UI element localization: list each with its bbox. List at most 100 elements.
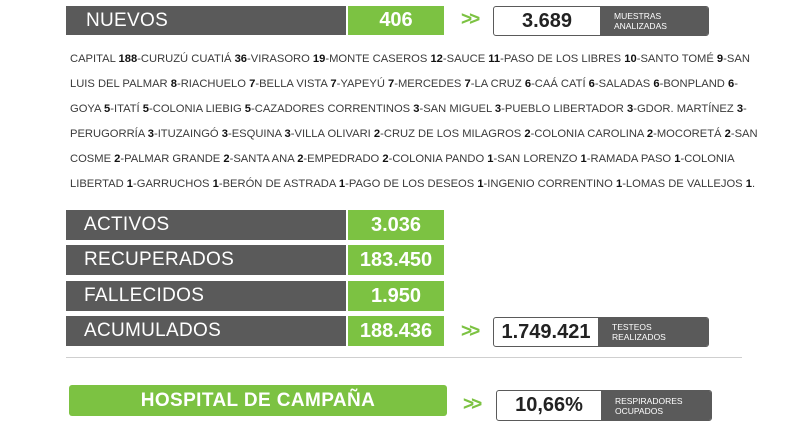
locality-name: PAGO DE LOS DESEOS xyxy=(348,178,475,190)
locality-count: 3 xyxy=(147,128,154,140)
locality-name: COLONIA PANDO xyxy=(392,153,485,165)
muestras-value: 3.689 xyxy=(521,9,573,32)
locality-name: EMPEDRADO xyxy=(307,153,380,165)
locality-count: 2 xyxy=(524,128,531,140)
locality-count: 9 xyxy=(716,53,724,65)
locality-count: 1 xyxy=(212,178,219,190)
locality-item: CAÁ CATÍ 6 xyxy=(535,78,595,90)
locality-count: 2 xyxy=(724,128,731,140)
locality-count: 1 xyxy=(674,153,681,165)
locality-count: 1 xyxy=(338,178,346,190)
stat-label-bar: FALLECIDOS xyxy=(66,281,346,311)
locality-name: BERÓN DE ASTRADA xyxy=(222,178,336,190)
locality-item: EMPEDRADO 2 xyxy=(307,153,388,165)
stat-label: ACUMULADOS xyxy=(84,320,222,341)
locality-name: ESQUINA xyxy=(231,128,282,140)
divider xyxy=(66,357,742,358)
locality-count: 6 xyxy=(588,78,595,90)
locality-item: LOMAS DE VALLEJOS 1 xyxy=(626,178,752,190)
locality-item: ITUZAINGÓ 3 xyxy=(158,128,228,140)
locality-item: CURUZÚ CUATIÁ 36 xyxy=(141,53,247,65)
locality-name: PALMAR GRANDE xyxy=(124,153,221,165)
locality-name: PUEBLO LIBERTADOR xyxy=(504,103,624,115)
locality-count: 7 xyxy=(464,78,471,90)
locality-name: CAÁ CATÍ xyxy=(534,78,586,90)
locality-name: ITUZAINGÓ xyxy=(157,128,219,140)
locality-item: SAN LORENZO 1 xyxy=(497,153,587,165)
locality-count: 36 xyxy=(234,53,248,65)
locality-count: 5 xyxy=(244,103,251,115)
locality-name: VILLA OLIVARI xyxy=(294,128,371,140)
locality-name: MERCEDES xyxy=(397,78,462,90)
locality-count: 1 xyxy=(477,178,484,190)
nuevos-value: 406 xyxy=(379,9,413,31)
locality-name: CRUZ DE LOS MILAGROS xyxy=(383,128,522,140)
locality-count: 10 xyxy=(624,53,637,65)
locality-count: 188 xyxy=(118,53,138,65)
locality-name: CAPITAL xyxy=(70,53,116,65)
stat-value: 183.450 xyxy=(359,248,433,271)
locality-item: INGENIO CORRENTINO 1 xyxy=(487,178,622,190)
locality-item: PERUGORRÍA 3 xyxy=(70,128,154,140)
stat-value-box: 1.950 xyxy=(348,281,444,311)
locality-name: COLONIA CAROLINA xyxy=(534,128,644,140)
locality-item: GOYA 5 xyxy=(70,103,110,115)
stat-label: RECUPERADOS xyxy=(84,249,235,270)
locality-count: 8 xyxy=(170,78,177,90)
locality-count: 3 xyxy=(494,103,502,115)
stat-label: FALLECIDOS xyxy=(84,285,205,306)
stat-value-box: 188.436 xyxy=(348,316,444,346)
stat-value: 3.036 xyxy=(370,213,422,236)
locality-name: SAUCE xyxy=(446,53,486,65)
locality-count: 3 xyxy=(284,128,291,140)
arrow-icon: >> xyxy=(461,9,480,30)
locality-name: ITATÍ xyxy=(113,103,140,115)
locality-item: VIRASORO 19 xyxy=(251,53,326,65)
locality-item: COLONIA LIEBIG 5 xyxy=(153,103,251,115)
muestras-label: MUESTRAS ANALIZADAS xyxy=(600,7,708,35)
stat-value-box: 183.450 xyxy=(348,245,444,275)
locality-name: SAN LORENZO xyxy=(497,153,578,165)
locality-item: MONTE CASEROS 12 xyxy=(329,53,443,65)
locality-name: SAN COSME xyxy=(70,128,758,165)
nuevos-value-box: 406 xyxy=(348,6,444,35)
locality-item: VILLA OLIVARI 2 xyxy=(295,128,381,140)
locality-item: PUEBLO LIBERTADOR 3 xyxy=(505,103,633,115)
locality-count: 2 xyxy=(114,153,121,165)
stat-label-bar: ACUMULADOS xyxy=(66,316,346,346)
arrow-icon: >> xyxy=(463,394,482,415)
locality-name: CURUZÚ CUATIÁ xyxy=(140,53,232,65)
locality-name: LA CRUZ xyxy=(474,78,522,90)
locality-name: BONPLAND xyxy=(663,78,725,90)
stat-label-bar: RECUPERADOS xyxy=(66,245,346,275)
locality-item: SAUCE 11 xyxy=(447,53,500,65)
locality-item: PAGO DE LOS DESEOS 1 xyxy=(349,178,484,190)
localities-paragraph: CAPITAL 188-CURUZÚ CUATIÁ 36-VIRASORO 19… xyxy=(70,53,758,190)
locality-name: RAMADA PASO xyxy=(590,153,672,165)
respiradores-value: 10,66% xyxy=(515,394,583,416)
locality-item: PALMAR GRANDE 2 xyxy=(124,153,230,165)
stat-value: 1.950 xyxy=(370,284,422,307)
locality-count: 7 xyxy=(249,78,256,90)
locality-name: SAN MIGUEL xyxy=(423,103,492,115)
locality-name: GARRUCHOS xyxy=(136,178,210,190)
locality-name: PERUGORRÍA xyxy=(70,128,145,140)
locality-count: 1 xyxy=(487,153,494,165)
locality-name: PASO DE LOS LIBRES xyxy=(503,53,622,65)
locality-name: SALADAS xyxy=(598,78,651,90)
locality-count: 5 xyxy=(104,103,111,115)
locality-item: RIACHUELO 7 xyxy=(181,78,256,90)
locality-name: MONTE CASEROS xyxy=(329,53,428,65)
nuevos-label: NUEVOS xyxy=(86,9,169,31)
locality-name: GDOR. MARTÍNEZ xyxy=(636,103,734,115)
locality-name: YAPEYÚ xyxy=(340,78,385,90)
locality-item: GDOR. MARTÍNEZ 3 xyxy=(637,103,743,115)
locality-item: RAMADA PASO 1 xyxy=(591,153,681,165)
locality-count: 7 xyxy=(330,78,337,90)
locality-count: 1 xyxy=(580,153,587,165)
locality-count: 5 xyxy=(142,103,149,115)
locality-item: SAN LUIS DEL PALMAR 8 xyxy=(70,53,750,90)
locality-count: 3 xyxy=(736,103,744,115)
locality-name: BELLA VISTA xyxy=(259,78,328,90)
locality-item: SAN COSME 2 xyxy=(70,128,758,165)
